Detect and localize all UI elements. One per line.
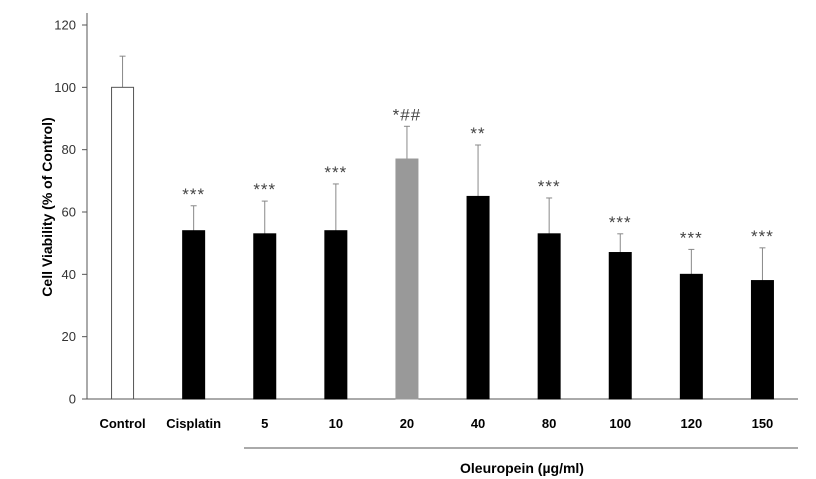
bar — [182, 230, 206, 400]
significance-label: ** — [470, 124, 485, 143]
bar — [324, 230, 348, 400]
category-label: 80 — [542, 416, 556, 431]
category-label: 40 — [471, 416, 485, 431]
significance-label: *** — [538, 177, 561, 196]
significance-label: *** — [253, 180, 276, 199]
category-label: 5 — [261, 416, 268, 431]
bars: *** *******##*********** *** — [111, 55, 774, 400]
group-label: Oleuropein (µg/ml) — [460, 460, 584, 476]
y-tick-label: 100 — [54, 80, 76, 95]
y-tick-label: 0 — [69, 392, 76, 407]
y-axis: 0 20 40 60 80 100 120 — [54, 13, 798, 407]
category-labels: Control Cisplatin 5 10 20 40 80 100 120 150 — [99, 416, 773, 431]
bar — [111, 86, 135, 400]
significance-label: *## — [393, 105, 422, 124]
y-axis-label: Cell Viability (% of Control) — [39, 117, 55, 296]
category-label: 100 — [609, 416, 631, 431]
bar — [750, 280, 774, 400]
category-label: Cisplatin — [166, 416, 221, 431]
y-tick-label: 80 — [62, 142, 76, 157]
y-tick-label: 20 — [62, 329, 76, 344]
category-label: 10 — [329, 416, 343, 431]
y-tick-label: 120 — [54, 18, 76, 33]
category-label: 150 — [752, 416, 774, 431]
significance-label: *** — [324, 163, 347, 182]
significance-label: *** — [609, 213, 632, 232]
significance-label: *** — [751, 227, 774, 246]
bar — [395, 158, 419, 400]
bar — [466, 195, 490, 400]
bar — [537, 233, 561, 400]
significance-label: *** — [182, 185, 205, 204]
significance-label: *** — [680, 228, 703, 247]
bar — [679, 273, 703, 400]
bar — [253, 233, 277, 400]
category-label: 20 — [400, 416, 414, 431]
y-tick-label: 40 — [62, 267, 76, 282]
category-label: Control — [99, 416, 145, 431]
y-tick-label: 60 — [62, 205, 76, 220]
category-label: 120 — [680, 416, 702, 431]
bar — [608, 252, 632, 400]
